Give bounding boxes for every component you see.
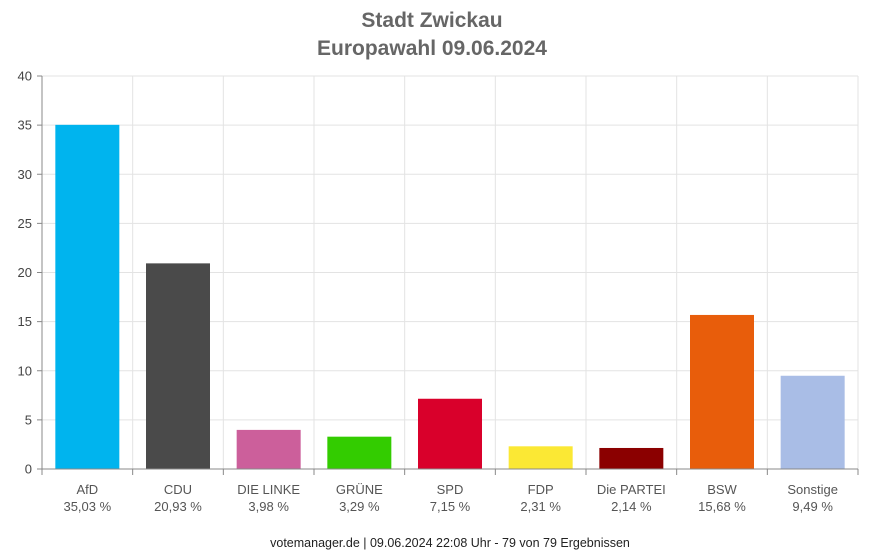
bar-1 bbox=[55, 124, 120, 469]
value-label: 9,49 % bbox=[792, 499, 833, 514]
value-label: 15,68 % bbox=[698, 499, 746, 514]
value-label: 20,93 % bbox=[154, 499, 202, 514]
value-label: 7,15 % bbox=[430, 499, 471, 514]
value-label: 2,14 % bbox=[611, 499, 652, 514]
bar-8 bbox=[690, 314, 754, 469]
bar-6 bbox=[508, 446, 573, 469]
gridlines bbox=[41, 75, 859, 469]
y-tick-label: 20 bbox=[18, 265, 32, 280]
bar-2 bbox=[146, 263, 210, 469]
y-tick-label: 40 bbox=[18, 69, 32, 84]
y-tick-label: 10 bbox=[18, 363, 32, 378]
category-label: Die PARTEI bbox=[597, 482, 666, 497]
axes: 0 5 10 15 20 25 30 35 40 bbox=[18, 69, 859, 477]
value-label: 35,03 % bbox=[63, 499, 111, 514]
category-label: SPD bbox=[437, 482, 464, 497]
category-label: FDP bbox=[528, 482, 554, 497]
value-label: 3,98 % bbox=[248, 499, 289, 514]
bars bbox=[55, 124, 845, 469]
y-tick-label: 30 bbox=[18, 167, 32, 182]
bar-3 bbox=[236, 429, 301, 469]
chart-title: Stadt Zwickau bbox=[361, 9, 502, 32]
category-label: Sonstige bbox=[787, 482, 838, 497]
category-label: AfD bbox=[76, 482, 98, 497]
y-tick-label: 0 bbox=[25, 462, 32, 477]
category-label: GRÜNE bbox=[336, 482, 383, 497]
footer-text: votemanager.de | 09.06.2024 22:08 Uhr - … bbox=[270, 536, 630, 550]
category-labels: AfD 35,03 % CDU 20,93 % DIE LINKE 3,98 % GRÜNE… bbox=[63, 482, 837, 514]
category-label: CDU bbox=[164, 482, 192, 497]
bar-7 bbox=[599, 447, 664, 469]
y-tick-label: 15 bbox=[18, 314, 32, 329]
value-label: 2,31 % bbox=[520, 499, 561, 514]
y-tick-label: 5 bbox=[25, 412, 32, 427]
chart-subtitle: Europawahl 09.06.2024 bbox=[317, 37, 547, 60]
y-tick-label: 25 bbox=[18, 216, 32, 231]
value-label: 3,29 % bbox=[339, 499, 380, 514]
y-tick-label: 35 bbox=[18, 118, 32, 133]
bar-9 bbox=[780, 375, 845, 469]
category-label: DIE LINKE bbox=[237, 482, 300, 497]
bar-5 bbox=[418, 398, 482, 469]
bar-4 bbox=[327, 436, 392, 469]
category-label: BSW bbox=[707, 482, 737, 497]
